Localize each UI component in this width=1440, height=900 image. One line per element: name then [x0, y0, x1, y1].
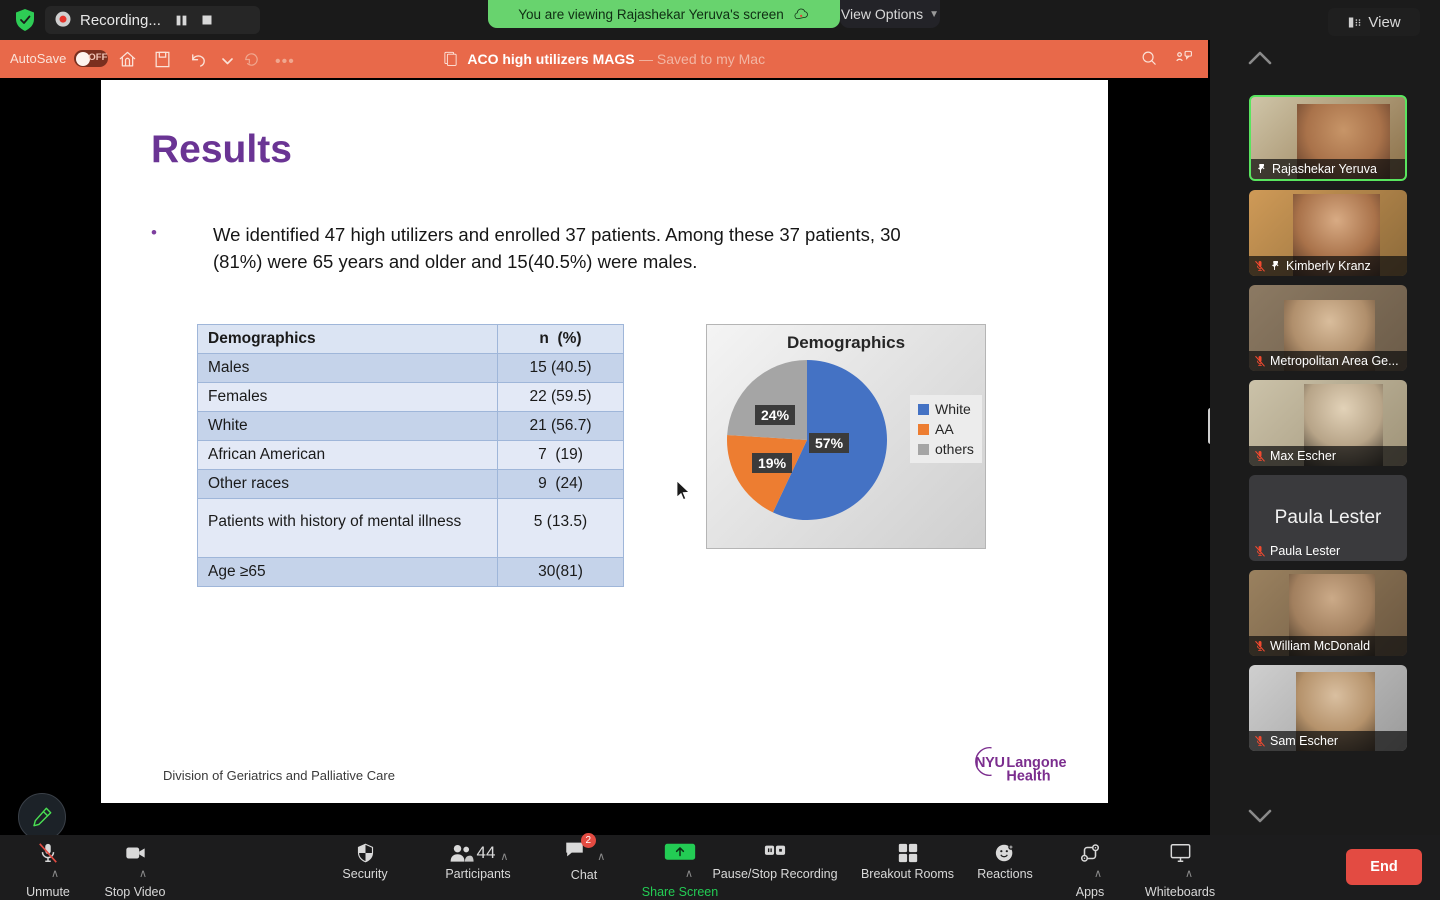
- svg-text:NYU: NYU: [975, 755, 1005, 771]
- svg-text:Health: Health: [1006, 769, 1050, 785]
